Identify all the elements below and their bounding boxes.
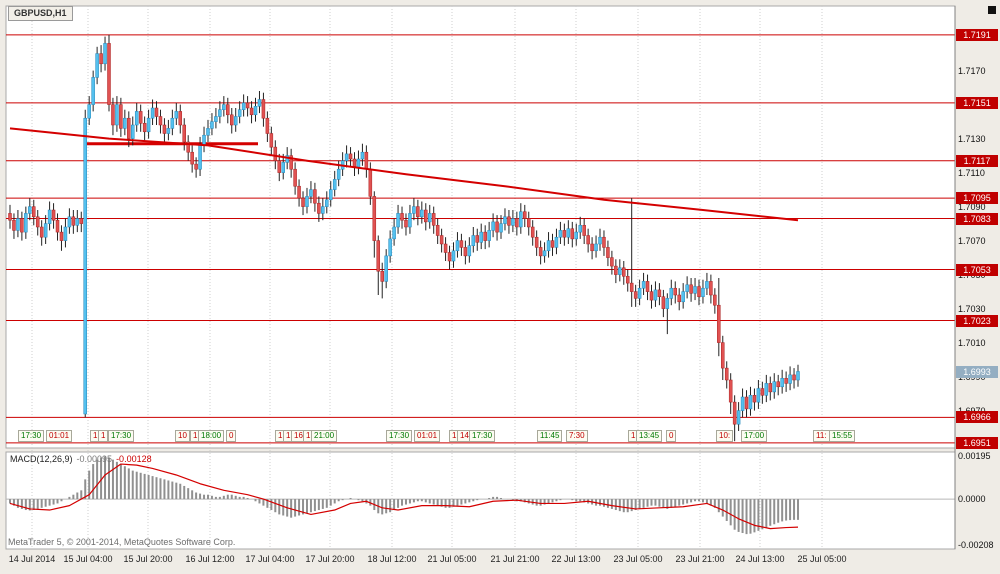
price-axis-tick: 1.7090	[958, 201, 986, 212]
price-axis-tick: 1.7010	[958, 337, 986, 348]
time-axis-label: 21 Jul 05:00	[427, 554, 477, 564]
event-marker[interactable]: 11:	[813, 430, 830, 442]
event-marker[interactable]: 14	[457, 430, 472, 442]
event-marker[interactable]: 13:45	[636, 430, 663, 442]
macd-indicator-label: MACD(12,26,9) -0.00095 -0.00128	[10, 454, 152, 464]
event-marker[interactable]: 10	[175, 430, 190, 442]
copyright-text: MetaTrader 5, © 2001-2014, MetaQuotes So…	[8, 537, 236, 547]
event-marker[interactable]: 01:01	[414, 430, 441, 442]
macd-axis-tick: -0.00208	[958, 539, 994, 550]
time-axis-label: 17 Jul 04:00	[245, 554, 295, 564]
event-marker[interactable]: 17:30	[469, 430, 496, 442]
event-marker[interactable]: 17:30	[108, 430, 135, 442]
time-axis-label: 24 Jul 13:00	[735, 554, 785, 564]
event-marker[interactable]: 15:55	[829, 430, 856, 442]
price-level-badge: 1.7053	[956, 263, 998, 276]
price-level-badge: 1.7095	[956, 192, 998, 205]
macd-axis-tick: 0.0000	[958, 494, 986, 505]
event-marker[interactable]: 18:00	[198, 430, 225, 442]
price-level-badge: 1.6951	[956, 436, 998, 449]
time-axis-label: 22 Jul 13:00	[551, 554, 601, 564]
event-marker[interactable]: 17:30	[386, 430, 413, 442]
macd-main-value: -0.00095	[76, 454, 113, 464]
price-level-badge: 1.7023	[956, 314, 998, 327]
price-axis-tick: 1.7070	[958, 235, 986, 246]
time-axis-label: 18 Jul 12:00	[367, 554, 417, 564]
event-marker[interactable]: 21:00	[311, 430, 338, 442]
event-marker[interactable]: 0	[666, 430, 677, 442]
price-axis-tick: 1.7110	[958, 167, 985, 178]
event-marker[interactable]: 11:45	[537, 430, 563, 442]
price-level-badge: 1.6966	[956, 411, 998, 424]
price-level-badge: 1.7117	[956, 154, 998, 167]
macd-signal-value: -0.00128	[116, 454, 152, 464]
event-marker[interactable]: 0	[226, 430, 237, 442]
time-axis-label: 15 Jul 04:00	[63, 554, 113, 564]
time-axis-label: 17 Jul 20:00	[305, 554, 355, 564]
price-level-badge: 1.7151	[956, 96, 998, 109]
price-level-badge: 1.7083	[956, 212, 998, 225]
macd-name: MACD(12,26,9)	[10, 454, 73, 464]
time-axis-label: 16 Jul 12:00	[185, 554, 235, 564]
price-level-badge: 1.7191	[956, 28, 998, 41]
event-marker[interactable]: 01:01	[46, 430, 73, 442]
price-axis-tick: 1.7130	[958, 133, 986, 144]
price-axis-tick: 1.7170	[958, 65, 986, 76]
price-axis-tick: 1.7030	[958, 303, 986, 314]
event-marker[interactable]: 1	[98, 430, 109, 442]
time-axis-label: 15 Jul 20:00	[123, 554, 173, 564]
chart-corner-icon[interactable]	[988, 6, 996, 14]
macd-axis-tick: 0.00195	[958, 451, 991, 462]
price-axis-tick: 1.6970	[958, 406, 986, 416]
event-marker[interactable]: 17:30	[18, 430, 45, 442]
symbol-period-label: GBPUSD,H1	[8, 6, 73, 21]
time-axis-label: 23 Jul 05:00	[613, 554, 663, 564]
time-axis-label: 14 Jul 2014	[8, 554, 56, 564]
time-axis-label: 25 Jul 05:00	[797, 554, 847, 564]
time-axis-label: 23 Jul 21:00	[675, 554, 725, 564]
event-marker[interactable]: 10:	[716, 430, 734, 442]
event-marker[interactable]: 7:30	[566, 430, 588, 442]
event-marker[interactable]: 17:00	[741, 430, 768, 442]
current-price-badge: 1.6993	[956, 365, 998, 378]
time-axis-label: 21 Jul 21:00	[490, 554, 540, 564]
